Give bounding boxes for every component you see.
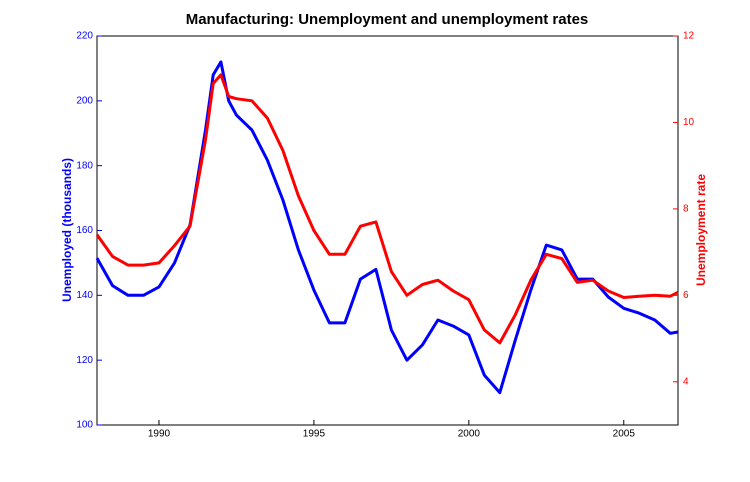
x-tick-label: 2000 xyxy=(458,429,481,440)
series-line xyxy=(95,73,679,345)
y2-tick-label: 12 xyxy=(683,31,695,42)
y-tick-label: 120 xyxy=(76,355,93,366)
y-tick-label: 220 xyxy=(76,31,93,42)
chart-title: Manufacturing: Unemployment and unemploy… xyxy=(186,11,589,28)
y2-tick-label: 6 xyxy=(683,290,689,301)
x-tick-label: 1990 xyxy=(148,429,171,440)
y2-tick-label: 10 xyxy=(683,117,695,128)
x-tick-label: 1995 xyxy=(303,429,326,440)
y2-tick-label: 8 xyxy=(683,204,689,215)
plot-frame xyxy=(96,35,679,426)
y-tick-label: 200 xyxy=(76,95,93,106)
y-tick-label: 100 xyxy=(76,420,93,431)
x-tick-label: 2005 xyxy=(613,429,636,440)
y2-tick-label: 4 xyxy=(683,376,689,387)
y-tick-label: 140 xyxy=(76,290,93,301)
y-tick-label: 180 xyxy=(76,160,93,171)
y-tick-label: 160 xyxy=(76,225,93,236)
y-axis-label: Unemployed (thousands) xyxy=(60,158,74,302)
series-line xyxy=(95,60,679,395)
y2-axis-label: Unemployment rate xyxy=(694,174,708,286)
